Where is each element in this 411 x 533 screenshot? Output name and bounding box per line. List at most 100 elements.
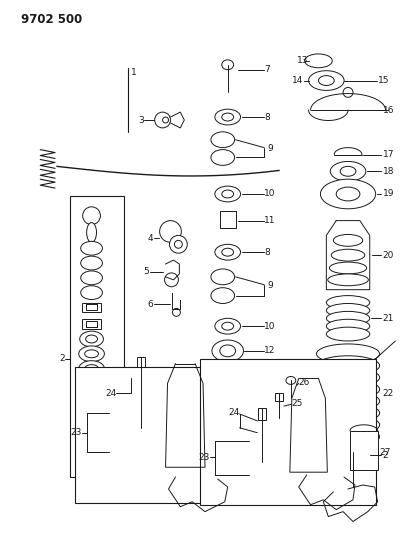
Ellipse shape bbox=[77, 404, 106, 422]
Text: 2: 2 bbox=[59, 354, 65, 363]
Ellipse shape bbox=[84, 408, 99, 418]
Ellipse shape bbox=[222, 113, 233, 121]
Ellipse shape bbox=[326, 303, 370, 317]
Ellipse shape bbox=[319, 76, 334, 85]
Text: 24: 24 bbox=[228, 408, 240, 417]
Ellipse shape bbox=[211, 132, 235, 148]
Ellipse shape bbox=[326, 296, 370, 310]
Ellipse shape bbox=[222, 190, 233, 198]
Text: 12: 12 bbox=[264, 346, 275, 356]
Ellipse shape bbox=[79, 361, 104, 376]
Bar bbox=[345, 453, 361, 487]
Ellipse shape bbox=[77, 451, 106, 469]
Text: 25: 25 bbox=[292, 399, 303, 408]
Text: 9: 9 bbox=[267, 144, 273, 153]
Ellipse shape bbox=[215, 318, 240, 334]
Bar bbox=[85, 321, 97, 327]
Circle shape bbox=[159, 221, 181, 243]
Bar bbox=[137, 357, 145, 411]
Ellipse shape bbox=[211, 288, 235, 303]
Circle shape bbox=[83, 207, 100, 224]
Text: 5: 5 bbox=[143, 268, 149, 277]
Text: 26: 26 bbox=[299, 378, 310, 387]
Text: 15: 15 bbox=[378, 76, 389, 85]
Ellipse shape bbox=[321, 179, 376, 209]
Ellipse shape bbox=[211, 269, 235, 285]
Ellipse shape bbox=[81, 271, 102, 285]
Ellipse shape bbox=[85, 365, 99, 373]
Text: 17: 17 bbox=[383, 150, 394, 159]
Ellipse shape bbox=[212, 340, 243, 362]
Ellipse shape bbox=[81, 256, 102, 270]
Text: 14: 14 bbox=[292, 76, 304, 85]
Text: 9: 9 bbox=[267, 281, 273, 290]
Bar bbox=[70, 196, 124, 477]
Ellipse shape bbox=[316, 379, 380, 399]
Ellipse shape bbox=[87, 223, 97, 243]
Ellipse shape bbox=[81, 241, 102, 255]
Ellipse shape bbox=[316, 391, 380, 411]
Text: 1: 1 bbox=[131, 68, 137, 77]
Ellipse shape bbox=[305, 54, 332, 68]
Ellipse shape bbox=[215, 244, 240, 260]
Text: 16: 16 bbox=[383, 106, 394, 115]
Ellipse shape bbox=[328, 274, 368, 286]
Ellipse shape bbox=[79, 376, 104, 391]
Text: 9702 500: 9702 500 bbox=[21, 13, 82, 26]
Ellipse shape bbox=[85, 379, 99, 387]
Ellipse shape bbox=[85, 335, 97, 343]
Circle shape bbox=[163, 117, 169, 123]
Bar bbox=[75, 367, 228, 503]
Ellipse shape bbox=[326, 319, 370, 333]
Ellipse shape bbox=[84, 441, 99, 450]
Text: 10: 10 bbox=[264, 190, 276, 198]
Ellipse shape bbox=[326, 311, 370, 325]
Ellipse shape bbox=[77, 419, 106, 437]
Bar bbox=[85, 304, 97, 310]
Ellipse shape bbox=[80, 331, 104, 347]
Circle shape bbox=[173, 309, 180, 316]
Circle shape bbox=[164, 273, 178, 287]
Circle shape bbox=[169, 236, 187, 253]
Text: 22: 22 bbox=[383, 389, 394, 398]
Ellipse shape bbox=[222, 248, 233, 256]
Ellipse shape bbox=[330, 161, 366, 181]
Text: 13: 13 bbox=[297, 56, 309, 66]
Text: 3: 3 bbox=[138, 116, 144, 125]
Circle shape bbox=[343, 87, 353, 98]
Ellipse shape bbox=[222, 60, 233, 70]
Text: 23: 23 bbox=[199, 453, 210, 462]
Text: 10: 10 bbox=[264, 322, 276, 330]
Ellipse shape bbox=[340, 166, 356, 176]
Circle shape bbox=[155, 112, 171, 128]
Ellipse shape bbox=[333, 235, 363, 246]
Ellipse shape bbox=[220, 345, 236, 357]
Text: 20: 20 bbox=[383, 251, 394, 260]
Bar bbox=[275, 393, 283, 401]
Text: 6: 6 bbox=[147, 300, 153, 309]
Text: 7: 7 bbox=[264, 65, 270, 74]
Ellipse shape bbox=[331, 249, 365, 261]
Text: 8: 8 bbox=[264, 112, 270, 122]
Bar bbox=[82, 303, 102, 312]
Text: 11: 11 bbox=[264, 216, 276, 225]
Ellipse shape bbox=[316, 427, 380, 447]
Ellipse shape bbox=[316, 344, 380, 364]
Ellipse shape bbox=[79, 346, 104, 362]
Ellipse shape bbox=[286, 376, 296, 384]
Bar bbox=[258, 408, 266, 420]
Text: 21: 21 bbox=[383, 314, 394, 323]
Bar bbox=[82, 319, 102, 329]
Bar bbox=[200, 359, 376, 505]
Text: 23: 23 bbox=[70, 428, 82, 437]
Ellipse shape bbox=[326, 327, 370, 341]
Text: 4: 4 bbox=[147, 234, 153, 243]
Circle shape bbox=[174, 240, 182, 248]
Ellipse shape bbox=[81, 286, 102, 300]
Ellipse shape bbox=[316, 356, 380, 376]
Text: 8: 8 bbox=[264, 248, 270, 257]
Ellipse shape bbox=[215, 186, 240, 202]
Ellipse shape bbox=[77, 389, 106, 407]
Ellipse shape bbox=[336, 187, 360, 201]
Ellipse shape bbox=[84, 393, 99, 403]
